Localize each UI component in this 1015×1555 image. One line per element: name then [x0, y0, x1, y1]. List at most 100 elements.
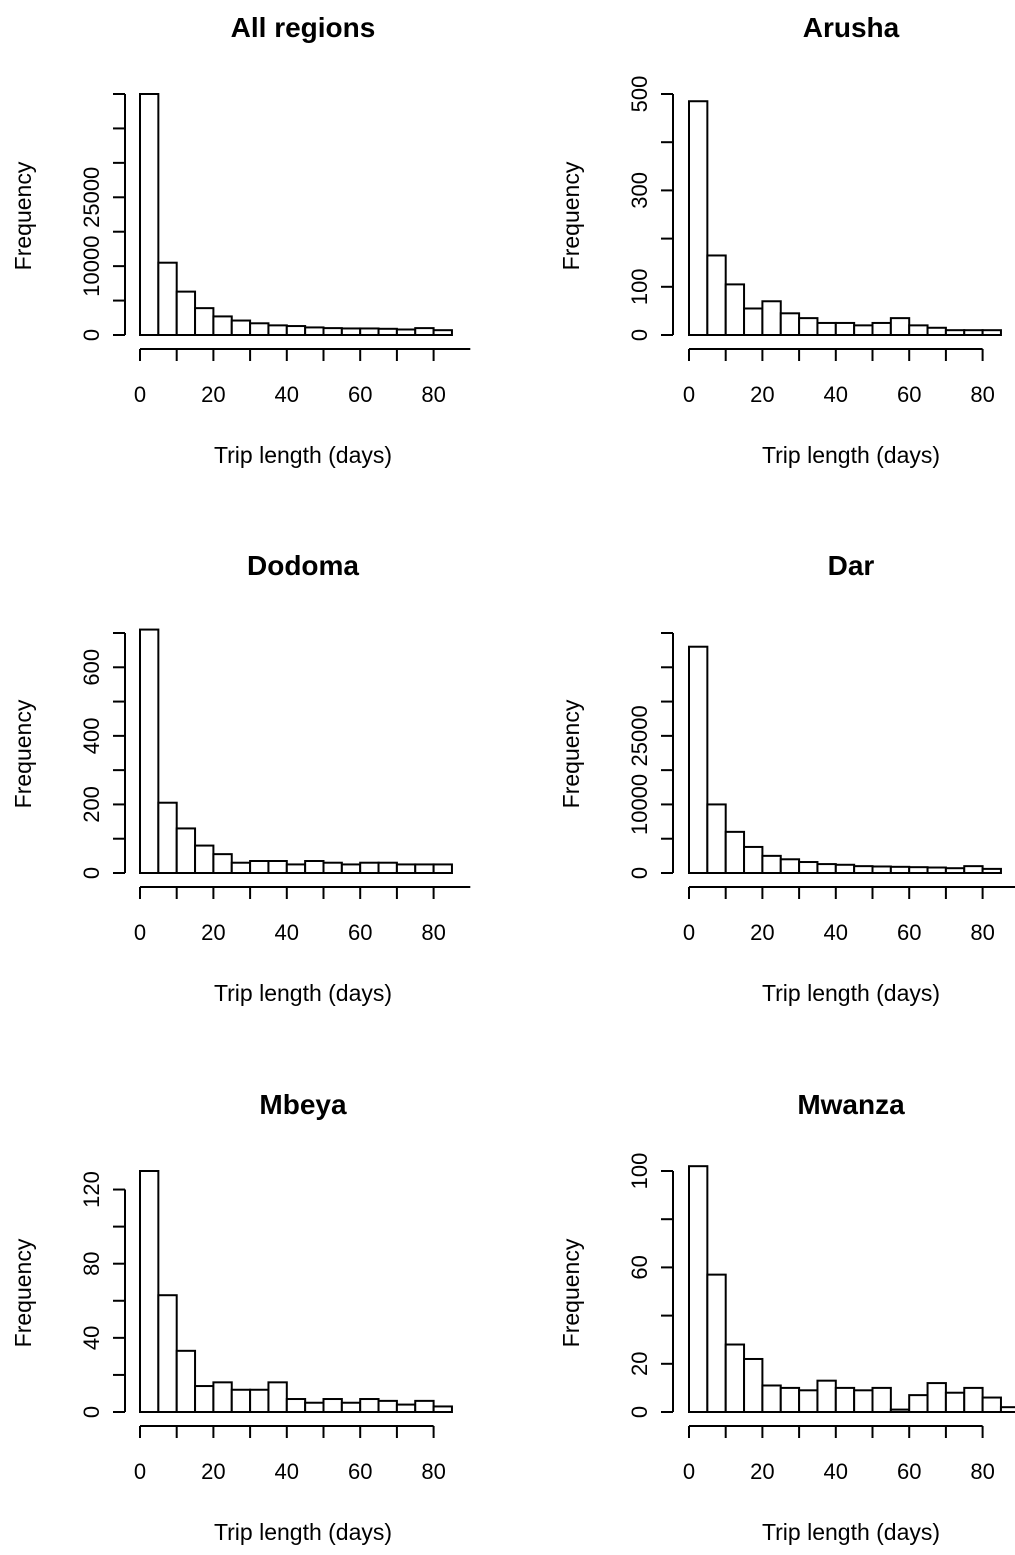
x-tick-label: 20: [201, 1459, 225, 1484]
histogram-bar: [706, 803, 727, 874]
x-axis-label: Trip length (days): [762, 442, 940, 468]
x-tick-label: 40: [275, 920, 299, 945]
histogram-bar: [157, 801, 178, 875]
histogram-svg: Mbeya 0 40 80 120 0 20 40 60 80 Trip length (days)…: [10, 1089, 453, 1545]
histogram-bar: [963, 1386, 984, 1413]
histogram-bar: [322, 861, 343, 875]
y-axis-label: Frequency: [10, 699, 36, 808]
chart-panel-mwanza: Mwanza 0 20 60 100 0 20 40 60 80 Trip length (days…: [548, 1077, 1015, 1550]
histogram-bar: [377, 1399, 398, 1413]
histogram-bar: [157, 261, 178, 337]
histogram-bar: [212, 315, 233, 336]
histogram-bar: [871, 321, 892, 337]
histogram-bar: [798, 1389, 819, 1413]
histogram-bar: [889, 317, 911, 337]
y-tick-label: 0: [79, 1406, 104, 1418]
x-tick-label: 80: [421, 382, 445, 407]
histogram-svg: All regions 0 10000 25000 0 20 40 60 80 Trip leng…: [10, 12, 471, 468]
chart-panel-mbeya: Mbeya 0 40 80 120 0 20 40 60 80 Trip length (days)…: [0, 1077, 507, 1550]
x-tick-label: 0: [134, 920, 146, 945]
histogram-bar: [761, 300, 782, 337]
y-tick-label: 0: [627, 867, 652, 879]
y-tick-label: 100: [627, 268, 652, 305]
histogram-bar: [743, 307, 764, 336]
x-tick-label: 80: [421, 1459, 445, 1484]
histogram-bar: [249, 322, 270, 336]
histogram-bar: [944, 329, 966, 336]
histogram-svg: Arusha 0 100 300 500 0 20 40 60 80 Trip length (da…: [558, 12, 1002, 468]
histogram-bar: [230, 861, 252, 875]
y-tick-label: 0: [79, 329, 104, 341]
histogram-bar: [304, 1401, 325, 1414]
histogram-bar: [944, 867, 966, 875]
histogram-bar: [779, 1386, 801, 1413]
x-tick-label: 80: [970, 1459, 994, 1484]
histogram-bar: [981, 329, 1002, 336]
y-tick-label: 10000: [627, 774, 652, 835]
histogram-bar: [414, 327, 435, 337]
histogram-bar: [963, 329, 984, 336]
histogram-svg: Mwanza 0 20 60 100 0 20 40 60 80 Trip length (days…: [558, 1089, 1015, 1545]
x-tick-label: 0: [134, 382, 146, 407]
y-axis-label: Frequency: [10, 1238, 36, 1347]
histogram-bar: [359, 1398, 380, 1413]
histogram-bar: [322, 1398, 343, 1413]
x-tick-label: 20: [750, 920, 774, 945]
histogram-bar: [779, 858, 801, 874]
histogram-bar: [853, 865, 874, 874]
x-tick-label: 40: [275, 1459, 299, 1484]
y-tick-label: 120: [79, 1171, 104, 1208]
histogram-bar: [340, 1401, 362, 1414]
x-tick-label: 0: [134, 1459, 146, 1484]
x-tick-label: 20: [750, 382, 774, 407]
chart-panel-arusha: Arusha 0 100 300 500 0 20 40 60 80 Trip length (da…: [548, 0, 1015, 520]
y-tick-label: 0: [627, 1406, 652, 1418]
histogram-bar: [414, 1399, 435, 1413]
x-tick-label: 40: [824, 382, 848, 407]
histogram-bar: [871, 1386, 892, 1413]
histogram-bar: [175, 1349, 197, 1414]
x-axis-label: Trip length (days): [762, 1519, 940, 1545]
histogram-bar: [871, 865, 892, 875]
histogram-bar: [194, 1385, 215, 1413]
x-tick-label: 0: [683, 382, 695, 407]
y-tick-label: 0: [79, 867, 104, 879]
chart-panel-dodoma: Dodoma 0 200 400 600 0 20 40 60 80 Trip length (da…: [0, 538, 507, 1058]
y-axis-label: Frequency: [558, 161, 584, 270]
histogram-bar: [908, 324, 929, 336]
chart-title: Dar: [828, 550, 875, 581]
histogram-bar: [816, 1379, 837, 1414]
y-tick-label: 10000: [79, 236, 104, 297]
histogram-bar: [761, 1384, 782, 1413]
histogram-bar: [432, 329, 453, 336]
histogram-bar: [853, 324, 874, 336]
y-tick-label: 300: [627, 172, 652, 209]
x-tick-label: 40: [824, 920, 848, 945]
histogram-bar: [139, 628, 160, 874]
histogram-bar: [322, 327, 343, 337]
x-tick-label: 80: [970, 382, 994, 407]
y-tick-label: 0: [627, 329, 652, 341]
histogram-bar: [889, 865, 911, 875]
histogram-bar: [724, 830, 746, 875]
histogram-bar: [395, 1403, 417, 1414]
y-tick-label: 100: [627, 1153, 652, 1190]
histogram-bar: [688, 100, 709, 337]
histogram-bar: [908, 866, 929, 874]
y-tick-label: 600: [79, 649, 104, 686]
x-tick-label: 60: [897, 1459, 921, 1484]
histogram-bar: [779, 312, 801, 336]
histogram-bar: [267, 860, 288, 874]
y-tick-label: 80: [79, 1251, 104, 1275]
y-tick-label: 20: [627, 1352, 652, 1376]
histogram-bar: [944, 1391, 966, 1414]
histogram-bar: [267, 324, 288, 336]
histogram-bar: [395, 863, 417, 874]
histogram-bar: [963, 865, 984, 874]
histogram-bar: [834, 321, 856, 337]
histogram-bar: [926, 866, 947, 874]
histogram-bar: [414, 863, 435, 874]
histogram-bar: [926, 1382, 947, 1413]
x-tick-label: 20: [201, 382, 225, 407]
chart-title: Mwanza: [797, 1089, 905, 1120]
